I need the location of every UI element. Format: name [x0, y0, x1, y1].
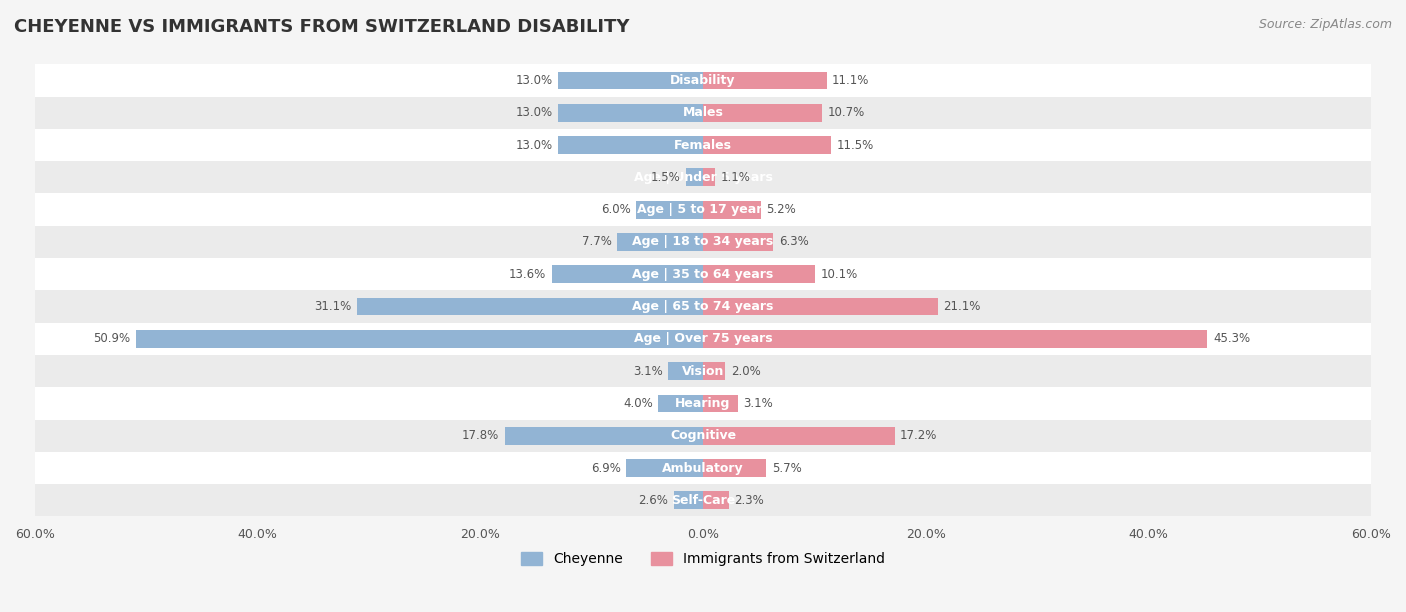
Bar — [703, 168, 716, 186]
Text: 13.6%: 13.6% — [509, 267, 546, 281]
Text: 11.5%: 11.5% — [837, 138, 875, 152]
Bar — [703, 266, 815, 283]
Bar — [703, 233, 773, 251]
Text: 2.3%: 2.3% — [734, 494, 763, 507]
Bar — [703, 459, 766, 477]
Text: Disability: Disability — [671, 74, 735, 87]
Bar — [558, 72, 703, 89]
Text: Age | Over 75 years: Age | Over 75 years — [634, 332, 772, 345]
Text: Males: Males — [682, 106, 724, 119]
Text: Hearing: Hearing — [675, 397, 731, 410]
Bar — [136, 330, 703, 348]
Text: 5.7%: 5.7% — [772, 461, 801, 474]
Text: 4.0%: 4.0% — [623, 397, 652, 410]
Text: Females: Females — [673, 138, 733, 152]
Text: 31.1%: 31.1% — [314, 300, 352, 313]
Bar — [35, 226, 1371, 258]
Text: 6.9%: 6.9% — [591, 461, 620, 474]
Bar — [35, 420, 1371, 452]
Bar — [673, 491, 703, 509]
Bar — [505, 427, 703, 444]
Text: 5.2%: 5.2% — [766, 203, 796, 216]
Bar — [703, 201, 761, 218]
Text: 2.0%: 2.0% — [731, 365, 761, 378]
Text: Age | 18 to 34 years: Age | 18 to 34 years — [633, 236, 773, 248]
Bar — [703, 72, 827, 89]
Text: 10.7%: 10.7% — [828, 106, 865, 119]
Bar — [35, 355, 1371, 387]
Bar — [617, 233, 703, 251]
Bar — [357, 297, 703, 315]
Text: 2.6%: 2.6% — [638, 494, 668, 507]
Bar — [551, 266, 703, 283]
Text: Vision: Vision — [682, 365, 724, 378]
Bar — [35, 258, 1371, 290]
Bar — [703, 297, 938, 315]
Text: 45.3%: 45.3% — [1213, 332, 1250, 345]
Text: Age | 65 to 74 years: Age | 65 to 74 years — [633, 300, 773, 313]
Text: 13.0%: 13.0% — [516, 138, 553, 152]
Text: Age | 35 to 64 years: Age | 35 to 64 years — [633, 267, 773, 281]
Bar — [35, 452, 1371, 484]
Bar — [703, 330, 1208, 348]
Bar — [558, 136, 703, 154]
Text: 17.8%: 17.8% — [463, 429, 499, 442]
Text: 17.2%: 17.2% — [900, 429, 938, 442]
Bar — [35, 161, 1371, 193]
Text: Cognitive: Cognitive — [669, 429, 737, 442]
Text: Ambulatory: Ambulatory — [662, 461, 744, 474]
Bar — [35, 64, 1371, 97]
Text: 3.1%: 3.1% — [633, 365, 662, 378]
Text: Age | Under 5 years: Age | Under 5 years — [634, 171, 772, 184]
Text: 10.1%: 10.1% — [821, 267, 858, 281]
Bar — [703, 362, 725, 380]
Text: 11.1%: 11.1% — [832, 74, 869, 87]
Bar — [703, 427, 894, 444]
Legend: Cheyenne, Immigrants from Switzerland: Cheyenne, Immigrants from Switzerland — [516, 547, 890, 572]
Text: 1.5%: 1.5% — [651, 171, 681, 184]
Bar — [35, 387, 1371, 420]
Bar — [703, 395, 738, 412]
Text: 13.0%: 13.0% — [516, 106, 553, 119]
Text: 6.3%: 6.3% — [779, 236, 808, 248]
Text: Source: ZipAtlas.com: Source: ZipAtlas.com — [1258, 18, 1392, 31]
Bar — [35, 129, 1371, 161]
Text: 6.0%: 6.0% — [600, 203, 631, 216]
Bar — [558, 104, 703, 122]
Bar — [703, 491, 728, 509]
Bar — [686, 168, 703, 186]
Bar — [658, 395, 703, 412]
Bar — [35, 97, 1371, 129]
Bar — [636, 201, 703, 218]
Text: 50.9%: 50.9% — [94, 332, 131, 345]
Text: 1.1%: 1.1% — [721, 171, 751, 184]
Text: Age | 5 to 17 years: Age | 5 to 17 years — [637, 203, 769, 216]
Bar — [35, 290, 1371, 323]
Bar — [35, 323, 1371, 355]
Bar — [703, 136, 831, 154]
Text: CHEYENNE VS IMMIGRANTS FROM SWITZERLAND DISABILITY: CHEYENNE VS IMMIGRANTS FROM SWITZERLAND … — [14, 18, 630, 36]
Text: 7.7%: 7.7% — [582, 236, 612, 248]
Text: 3.1%: 3.1% — [744, 397, 773, 410]
Text: 21.1%: 21.1% — [943, 300, 981, 313]
Bar — [35, 484, 1371, 517]
Bar — [668, 362, 703, 380]
Bar — [35, 193, 1371, 226]
Text: Self-Care: Self-Care — [671, 494, 735, 507]
Text: 13.0%: 13.0% — [516, 74, 553, 87]
Bar — [626, 459, 703, 477]
Bar — [703, 104, 823, 122]
